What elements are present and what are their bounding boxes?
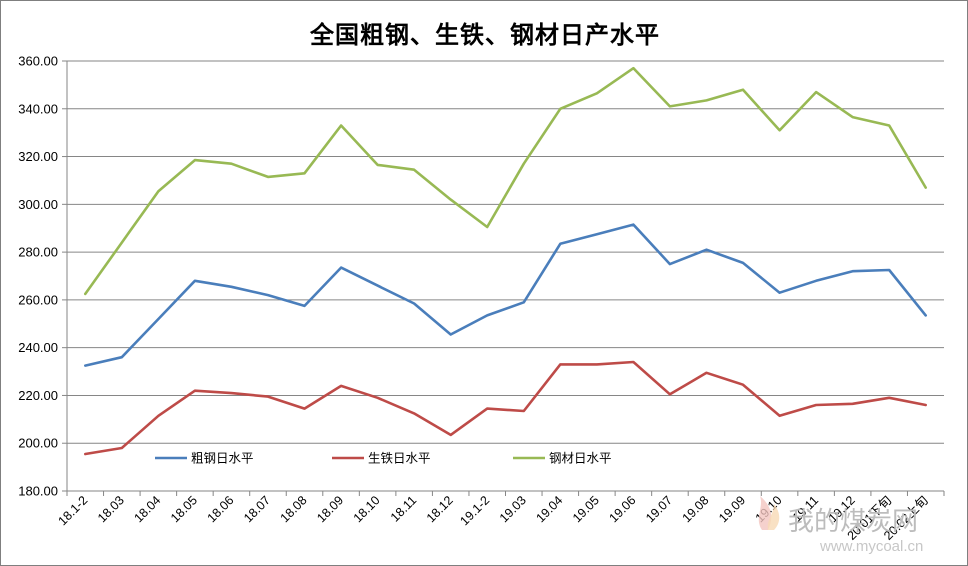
watermark: 我的煤炭网 www.mycoal.cn bbox=[758, 496, 923, 555]
watermark-logo bbox=[758, 496, 780, 530]
x-tick-label: 19.05 bbox=[570, 493, 602, 525]
watermark-text: 我的煤炭网 bbox=[788, 507, 918, 537]
x-tick-label: 18.06 bbox=[205, 493, 237, 525]
series-line bbox=[84, 360, 928, 456]
x-tick-label: 18.08 bbox=[278, 493, 310, 525]
x-tick-label: 18.09 bbox=[314, 493, 346, 525]
x-tick-label: 19.04 bbox=[533, 493, 565, 525]
y-tick-label: 360.00 bbox=[18, 54, 58, 69]
axes bbox=[66, 61, 945, 496]
x-tick-label: 19.06 bbox=[606, 493, 638, 525]
y-tick-label: 240.00 bbox=[18, 340, 58, 355]
x-tick-label: 18.12 bbox=[424, 493, 456, 525]
series-line bbox=[84, 223, 928, 367]
x-tick-label: 18.03 bbox=[95, 493, 127, 525]
watermark-url: www.mycoal.cn bbox=[819, 538, 923, 555]
x-tick-label: 18.04 bbox=[131, 493, 163, 525]
x-tick-label: 19.03 bbox=[497, 493, 529, 525]
y-tick-label: 260.00 bbox=[18, 292, 58, 307]
x-tick-label: 19.09 bbox=[716, 493, 748, 525]
y-tick-label: 180.00 bbox=[18, 484, 58, 499]
legend: 粗钢日水平 生铁日水平 钢材日水平 bbox=[155, 451, 612, 466]
x-tick-label: 19.1-2 bbox=[457, 493, 492, 528]
x-tick-label: 19.07 bbox=[643, 493, 675, 525]
series-lines bbox=[84, 66, 928, 456]
y-tick-label: 320.00 bbox=[18, 149, 58, 164]
x-tick-label: 18.10 bbox=[351, 493, 383, 525]
legend-label: 生铁日水平 bbox=[368, 451, 431, 466]
x-tick-label: 19.08 bbox=[680, 493, 712, 525]
x-tick-label: 18.1-2 bbox=[55, 493, 90, 528]
chart-title: 全国粗钢、生铁、钢材日产水平 bbox=[310, 20, 660, 49]
x-tick-label: 18.11 bbox=[388, 493, 419, 524]
y-tick-labels: 180.00 200.00 220.00 240.00 260.00 280.00 300.… bbox=[18, 54, 58, 499]
y-tick-label: 300.00 bbox=[18, 197, 58, 212]
series-line bbox=[84, 66, 928, 296]
x-tick-label: 18.07 bbox=[241, 493, 273, 525]
y-tick-label: 200.00 bbox=[18, 436, 58, 451]
x-tick-label: 18.05 bbox=[168, 493, 200, 525]
y-tick-label: 340.00 bbox=[18, 101, 58, 116]
legend-label: 粗钢日水平 bbox=[191, 451, 254, 466]
y-tick-label: 220.00 bbox=[18, 388, 58, 403]
legend-label: 钢材日水平 bbox=[549, 451, 612, 466]
grid-lines bbox=[62, 60, 944, 492]
y-tick-label: 280.00 bbox=[18, 245, 58, 260]
